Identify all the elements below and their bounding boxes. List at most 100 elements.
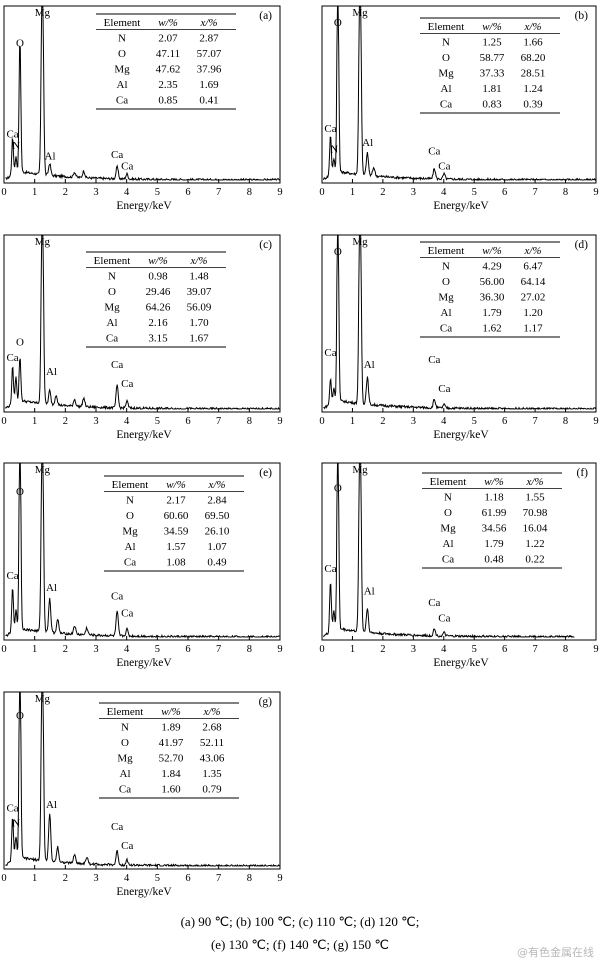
peak-label: Ca	[6, 570, 18, 582]
peak-label: Ca	[438, 383, 450, 395]
x-axis-label: Energy/keV	[116, 657, 172, 669]
table-cell: 39.07	[187, 286, 212, 298]
table-cell: O	[121, 737, 129, 749]
x-tick-label: 9	[593, 187, 598, 198]
x-tick-label: 9	[277, 644, 282, 655]
x-tick-label: 9	[277, 873, 282, 884]
table-cell: 4.29	[482, 261, 502, 273]
table-cell: 64.14	[521, 276, 546, 288]
x-tick-label: 8	[563, 187, 568, 198]
x-axis-label: Energy/keV	[116, 886, 172, 898]
table-cell: 47.11	[156, 48, 180, 60]
spectrum-line	[323, 235, 597, 411]
x-tick-label: 7	[532, 187, 537, 198]
table-cell: 2.35	[158, 79, 178, 91]
table-cell: 2.84	[207, 495, 227, 507]
x-tick-label: 2	[380, 644, 385, 655]
table-cell: 1.62	[482, 323, 501, 335]
x-tick-label: 3	[93, 416, 98, 427]
table-cell: 52.11	[200, 737, 224, 749]
eds-panel: 0 1 2 3 4 5 6 7 8 9 Energy/keV Mg O Ca N Al Ca Ca (g) Eleme…	[1, 691, 283, 898]
table-cell: N	[444, 492, 452, 504]
table-cell: Mg	[438, 68, 454, 80]
table-cell: 16.04	[523, 523, 548, 535]
x-tick-label: 0	[319, 644, 324, 655]
table-cell: 1.66	[523, 37, 543, 49]
x-tick-label: 6	[185, 187, 190, 198]
x-tick-label: 4	[441, 187, 447, 198]
eds-panel: 0 1 2 3 4 5 6 7 8 9 Energy/keV Mg O Ca Al Ca Ca (d) Elemen…	[319, 234, 599, 441]
table-cell: 1.35	[202, 768, 222, 780]
x-tick-label: 6	[502, 644, 507, 655]
x-tick-label: 4	[124, 187, 130, 198]
table-cell: Al	[443, 538, 454, 550]
x-tick-label: 1	[350, 416, 355, 427]
figure-caption-line1: (a) 90 ℃; (b) 100 ℃; (c) 110 ℃; (d) 120 …	[180, 914, 420, 929]
peak-label: O	[334, 246, 342, 258]
table-header: Element	[94, 255, 131, 267]
table-cell: 28.51	[521, 68, 546, 80]
spectrum-line	[323, 6, 597, 182]
table-cell: 2.68	[202, 722, 222, 734]
peak-label: N	[12, 818, 20, 830]
panel-label: (f)	[577, 467, 589, 479]
spectrum-line	[5, 235, 280, 411]
table-header: w/%	[161, 706, 181, 718]
peak-label: Al	[46, 582, 57, 594]
peak-label: Ca	[121, 840, 133, 852]
x-tick-label: 3	[93, 644, 98, 655]
panel-label: (d)	[575, 239, 589, 251]
table-cell: 0.98	[148, 271, 168, 283]
peak-label: Ca	[428, 354, 440, 366]
table-cell: 0.39	[523, 99, 543, 111]
table-cell: 41.97	[159, 737, 184, 749]
x-tick-label: 5	[155, 416, 160, 427]
x-tick-label: 8	[247, 187, 252, 198]
table-cell: 56.00	[480, 276, 505, 288]
peak-label: Ca	[438, 613, 450, 625]
table-cell: 1.79	[484, 538, 504, 550]
table-cell: 1.79	[482, 307, 502, 319]
peak-label: Al	[45, 150, 56, 162]
table-header: Element	[430, 476, 467, 488]
table-cell: Mg	[440, 523, 456, 535]
table-cell: 0.41	[199, 95, 218, 107]
table-cell: 2.16	[148, 317, 168, 329]
table-cell: 0.48	[484, 554, 504, 566]
table-cell: 36.30	[480, 292, 505, 304]
table-cell: Ca	[440, 323, 452, 335]
table-cell: Ca	[440, 99, 452, 111]
table-cell: O	[108, 286, 116, 298]
x-tick-label: 2	[380, 416, 385, 427]
table-cell: 1.67	[189, 333, 209, 345]
peak-label: Mg	[35, 236, 51, 248]
x-tick-label: 4	[441, 416, 447, 427]
x-tick-label: 1	[32, 873, 37, 884]
table-cell: O	[126, 510, 134, 522]
table-cell: 68.20	[521, 52, 546, 64]
x-tick-label: 0	[319, 416, 324, 427]
x-tick-label: 1	[32, 644, 37, 655]
panel-label: (c)	[259, 239, 272, 251]
panel-label: (e)	[259, 467, 272, 479]
peak-label: Mg	[352, 236, 368, 248]
table-cell: 37.33	[480, 68, 505, 80]
table-cell: 1.20	[523, 307, 543, 319]
table-header: w/%	[484, 476, 504, 488]
x-axis-label: Energy/keV	[116, 200, 172, 212]
peak-label: Ca	[6, 352, 18, 364]
x-tick-label: 3	[411, 644, 416, 655]
table-header: Element	[428, 245, 465, 257]
peak-label: N	[330, 144, 338, 156]
table-cell: Al	[120, 768, 131, 780]
table-cell: 1.22	[525, 538, 544, 550]
table-cell: 37.96	[197, 64, 222, 76]
x-tick-label: 9	[277, 187, 282, 198]
table-cell: Al	[107, 317, 118, 329]
x-tick-label: 7	[532, 416, 537, 427]
table-cell: 2.17	[166, 495, 186, 507]
x-axis-label: Energy/keV	[433, 657, 489, 669]
table-cell: Al	[117, 79, 128, 91]
x-tick-label: 8	[563, 644, 568, 655]
